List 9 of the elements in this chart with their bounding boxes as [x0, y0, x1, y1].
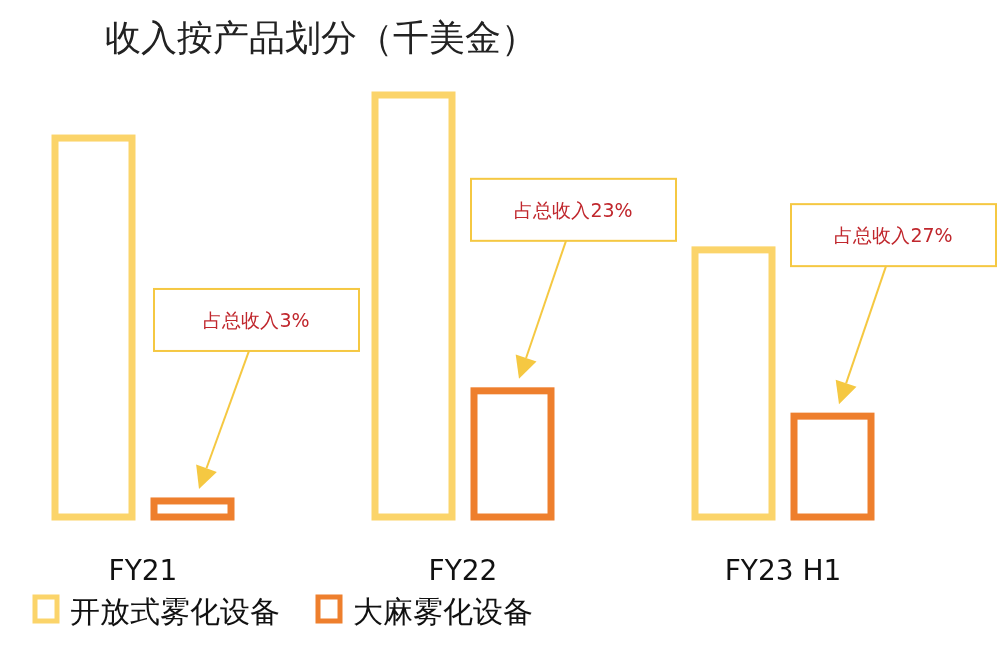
- x-tick-label: FY22: [428, 554, 498, 587]
- legend-label: 大麻雾化设备: [353, 594, 533, 629]
- chart-title: 收入按产品划分（千美金）: [105, 17, 537, 58]
- legend-label: 开放式雾化设备: [70, 594, 280, 629]
- annotation: 占总收入27%: [834, 224, 953, 247]
- annotation: 占总收入23%: [514, 198, 633, 221]
- x-tick-label: FY21: [108, 554, 178, 587]
- x-tick-label: FY23 H1: [724, 554, 842, 587]
- annotation: 占总收入3%: [203, 308, 310, 331]
